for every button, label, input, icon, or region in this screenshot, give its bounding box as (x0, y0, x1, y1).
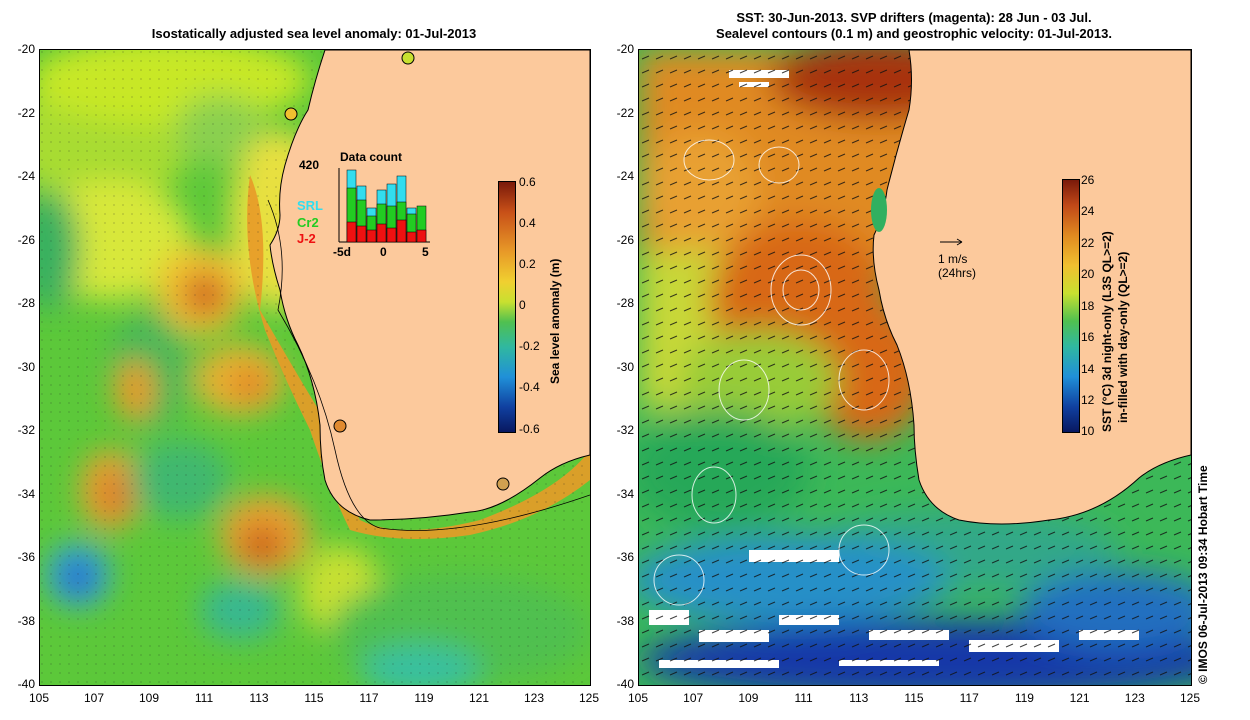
lon-tick-label: 113 (849, 691, 869, 705)
data-count-inset: 420 Data count (285, 148, 435, 263)
sst-cb-tick: 26 (1081, 173, 1095, 187)
sst-cb-tick: 12 (1081, 393, 1095, 407)
lat-tick-label: -32 (616, 423, 634, 437)
sla-cb-tick: -0.2 (519, 339, 540, 353)
lon-tick-label: 121 (468, 691, 490, 705)
lon-tick-label: 105 (627, 691, 649, 705)
lon-tick-label: 107 (683, 691, 704, 705)
imos-credit: © IMOS 06-Jul-2013 09:34 Hobart Time (1196, 465, 1210, 684)
sst-cb-tick: 10 (1081, 424, 1095, 438)
sst-map (638, 49, 1192, 686)
vector-scale-arrow (940, 238, 963, 246)
lat-tick-label: -32 (17, 423, 35, 437)
lon-tick-label: 107 (83, 691, 105, 705)
lat-tick-label: -24 (616, 169, 634, 183)
lon-tick-label: 115 (304, 691, 324, 705)
right-map-title-line1: SST: 30-Jun-2013. SVP drifters (magenta)… (736, 10, 1092, 25)
lat-tick-label: -28 (17, 296, 35, 310)
inset-bar-chart (338, 168, 430, 243)
lat-tick-label: -20 (616, 42, 634, 56)
sla-cb-tick: -0.4 (519, 380, 540, 394)
sla-cb-tick: 0 (519, 298, 526, 312)
sst-cb-tick: 24 (1081, 204, 1095, 218)
left-map-title: Isostatically adjusted sea level anomaly… (151, 26, 477, 41)
sst-colorbar (1062, 179, 1080, 433)
lat-tick-label: -36 (17, 550, 35, 564)
sla-cb-tick: 0.4 (519, 216, 536, 230)
lat-tick-label: -28 (616, 296, 634, 310)
inset-xlabel-minus5: -5d (333, 245, 351, 259)
inset-bars (346, 169, 427, 243)
lat-tick-label: -34 (17, 486, 35, 501)
lon-tick-label: 115 (904, 691, 924, 705)
lon-tick-label: 109 (738, 691, 759, 705)
lon-tick-label: 123 (1124, 691, 1145, 705)
vector-scale-speed: 1 m/s (938, 252, 968, 266)
lat-tick-label: -36 (616, 550, 634, 564)
inset-max-label: 420 (299, 158, 320, 172)
lat-tick-label: -30 (17, 359, 35, 374)
sea-level-anomaly-map (39, 49, 591, 686)
lon-tick-label: 119 (414, 691, 434, 705)
sla-colorbar (498, 181, 516, 433)
sst-colorbar-label-line2: in-filled with day-only (QL>=2) (1116, 251, 1130, 423)
right-map-title-line2: Sealevel contours (0.1 m) and geostrophi… (716, 26, 1112, 41)
lon-tick-label: 125 (1179, 691, 1201, 705)
sla-cb-tick: 0.2 (519, 257, 536, 271)
sst-colorbar-label-line1: SST (°C) 3d night-only (L3S QL>=2) (1100, 231, 1114, 432)
lat-tick-label: -26 (616, 232, 634, 247)
sst-cb-tick: 22 (1081, 236, 1095, 250)
lon-tick-label: 111 (194, 691, 214, 705)
lat-tick-label: -30 (616, 359, 634, 374)
lat-tick-label: -22 (17, 105, 35, 120)
lon-tick-label: 117 (959, 691, 979, 705)
inset-legend-cr2: Cr2 (297, 215, 319, 230)
sst-cb-tick: 16 (1081, 330, 1095, 344)
lon-tick-label: 121 (1069, 691, 1090, 705)
sst-cb-tick: 18 (1081, 299, 1095, 313)
sst-map-canvas (639, 50, 1191, 685)
sla-cb-tick: -0.6 (519, 422, 540, 436)
inset-xlabel-5: 5 (422, 245, 429, 259)
sst-cb-tick: 14 (1081, 362, 1095, 376)
sla-colorbar-label: Sea level anomaly (m) (548, 258, 562, 384)
lat-tick-label: -24 (17, 169, 35, 183)
lon-tick-label: 117 (359, 691, 379, 705)
sla-cb-tick: 0.6 (519, 175, 536, 189)
lat-tick-label: -38 (616, 613, 634, 628)
lat-tick-label: -40 (616, 677, 634, 691)
vector-scale-time: (24hrs) (938, 266, 977, 280)
sla-map-canvas (40, 50, 590, 685)
lon-tick-label: 123 (523, 691, 545, 705)
vector-scale: 1 m/s (24hrs) (938, 234, 976, 280)
lat-tick-label: -20 (17, 42, 35, 56)
inset-xlabel-0: 0 (380, 245, 387, 259)
lat-tick-label: -38 (17, 613, 35, 628)
lat-tick-label: -40 (17, 677, 35, 691)
lat-tick-label: -22 (616, 105, 634, 120)
lon-tick-label: 111 (794, 691, 813, 705)
inset-legend-j2: J-2 (297, 231, 316, 246)
lon-tick-label: 113 (249, 691, 269, 705)
lon-tick-label: 109 (138, 691, 160, 705)
inset-title: Data count (340, 150, 403, 164)
sst-cb-tick: 20 (1081, 267, 1095, 281)
lat-tick-label: -26 (17, 232, 35, 247)
lon-tick-label: 105 (28, 691, 50, 705)
lon-tick-label: 119 (1014, 691, 1034, 705)
lon-tick-label: 125 (578, 691, 600, 705)
lat-tick-label: -34 (616, 486, 634, 501)
inset-legend-srl: SRL (297, 198, 323, 213)
